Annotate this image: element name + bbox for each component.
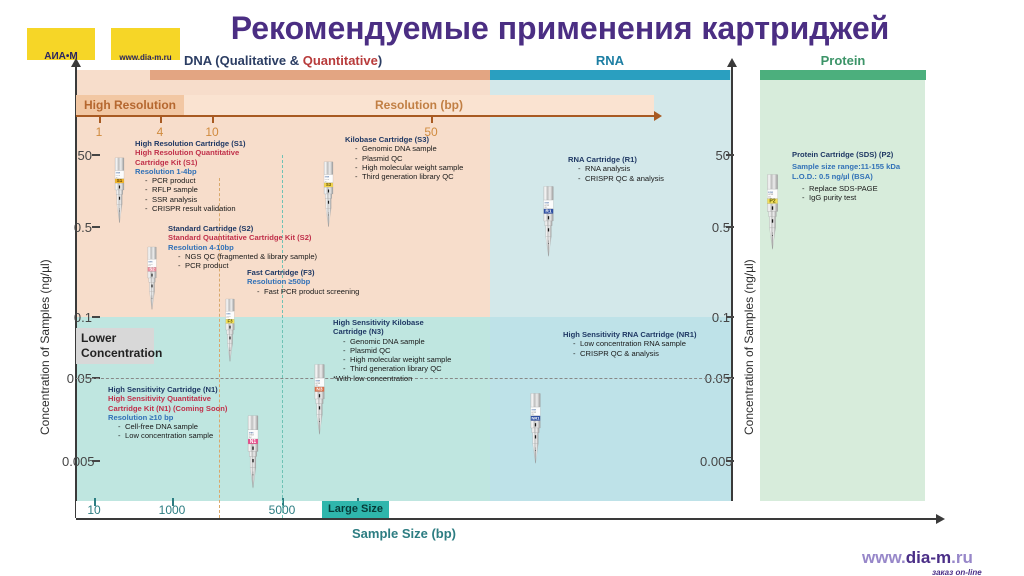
svg-text:S2: S2 <box>149 266 155 271</box>
svg-text:LOT123: LOT123 <box>315 383 320 385</box>
svg-text:SYBR: SYBR <box>768 192 774 194</box>
svg-text:SYBR: SYBR <box>249 432 254 434</box>
svg-text:NR1: NR1 <box>531 416 540 421</box>
svg-text:S1: S1 <box>117 178 123 183</box>
svg-text:LOT123: LOT123 <box>249 435 254 437</box>
svg-text:F3: F3 <box>227 318 233 323</box>
svg-text:25 C: 25 C <box>544 207 547 209</box>
svg-text:LOT123: LOT123 <box>531 412 536 414</box>
svg-text:LOT123: LOT123 <box>544 205 549 207</box>
svg-text:25 C: 25 C <box>315 385 318 387</box>
svg-text:LOT123: LOT123 <box>226 315 230 317</box>
svg-text:LOT123: LOT123 <box>768 194 773 196</box>
svg-text:LOT123: LOT123 <box>325 179 330 181</box>
svg-text:LOT123: LOT123 <box>148 263 152 265</box>
svg-text:LOT123: LOT123 <box>116 175 121 177</box>
svg-text:S3: S3 <box>326 182 332 187</box>
